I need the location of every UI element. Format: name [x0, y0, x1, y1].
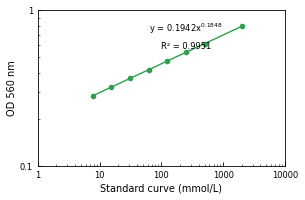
- X-axis label: Standard curve (mmol/L): Standard curve (mmol/L): [100, 183, 222, 193]
- Text: y = 0.1942x$^{0.1848}$: y = 0.1942x$^{0.1848}$: [149, 21, 223, 36]
- Y-axis label: OD 560 nm: OD 560 nm: [7, 61, 17, 116]
- Text: R² = 0.9951: R² = 0.9951: [161, 42, 211, 51]
